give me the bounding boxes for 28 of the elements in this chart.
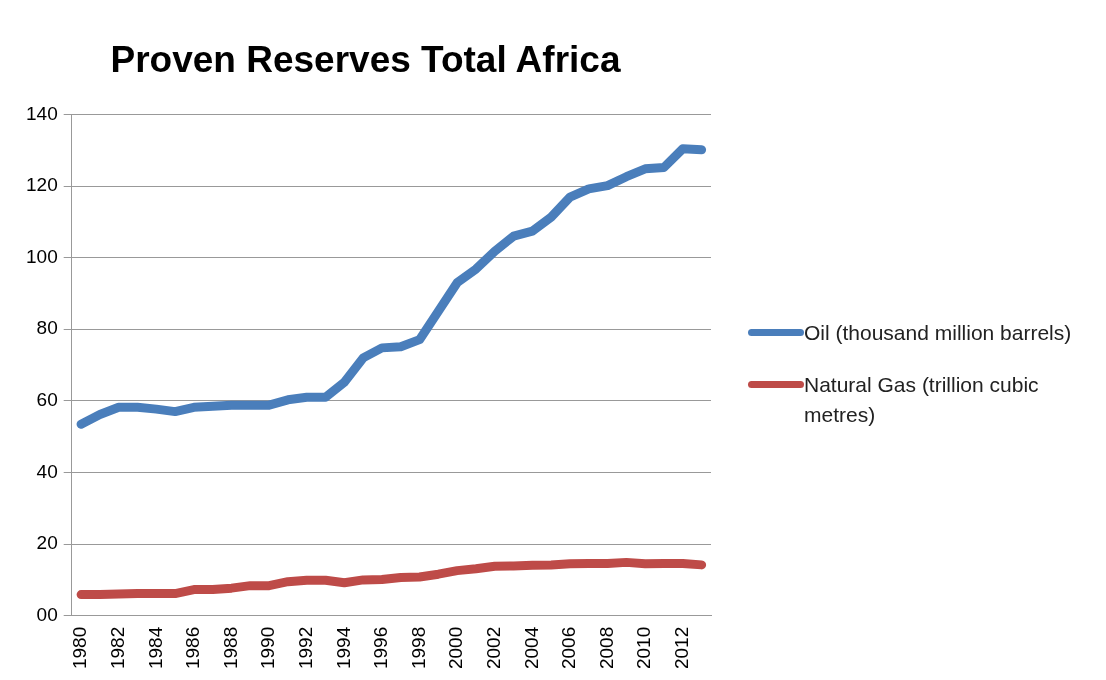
- x-tick-label: 2000: [445, 626, 467, 670]
- x-tick-label: 1994: [332, 626, 354, 670]
- x-tick-label: 2012: [671, 626, 693, 670]
- y-tick-label: 60: [36, 389, 58, 411]
- x-tick-label: 1996: [370, 626, 392, 670]
- x-tick-label: 1990: [257, 626, 279, 670]
- x-tick-label: 2010: [633, 626, 655, 670]
- y-tick-label: 00: [36, 603, 58, 625]
- y-tick-label: 80: [36, 317, 58, 339]
- x-tick-label: 1980: [69, 626, 91, 670]
- y-tick-label: 100: [26, 245, 58, 267]
- x-tick-label: 1988: [219, 626, 241, 670]
- x-tick-label: 2008: [595, 626, 617, 670]
- y-tick-label: 140: [26, 102, 58, 124]
- x-tick-label: 1984: [144, 626, 166, 670]
- x-tick-label: 2002: [483, 626, 504, 670]
- x-tick-label: 1998: [407, 626, 429, 670]
- x-tick-label: 1992: [294, 626, 316, 670]
- legend-label: Oil (thousand million barrels): [804, 320, 1073, 346]
- y-tick-label: 40: [36, 460, 58, 482]
- y-tick-label: 20: [36, 532, 58, 554]
- chart-title: Proven Reserves Total Africa: [110, 39, 621, 81]
- x-tick-label: 1986: [182, 626, 204, 670]
- y-tick-label: 120: [26, 174, 58, 196]
- x-tick-label: 1982: [106, 626, 128, 670]
- x-tick-label: 2006: [558, 626, 580, 670]
- legend-label: Natural Gas (trillion cubic metres): [804, 372, 1040, 428]
- x-tick-label: 2004: [520, 626, 542, 670]
